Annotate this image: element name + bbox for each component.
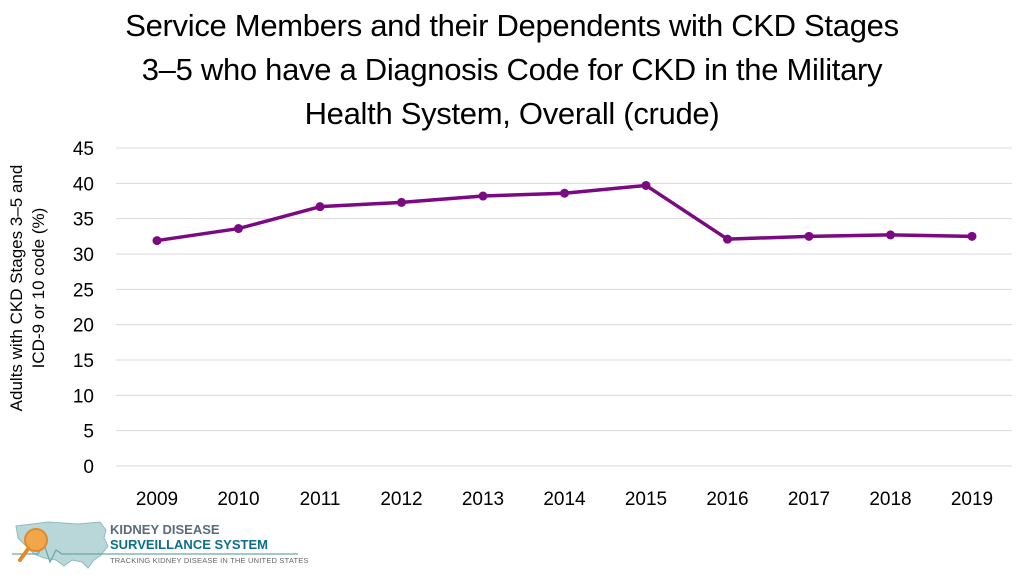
x-tick-label: 2010 [217, 489, 259, 510]
y-tick-label: 45 [73, 139, 94, 160]
data-point [723, 234, 732, 244]
y-tick-label: 15 [73, 351, 94, 372]
y-tick-label: 40 [73, 174, 94, 195]
pulse-line-icon [12, 542, 298, 564]
magnifier-lens-icon [24, 528, 48, 552]
x-tick-label: 2014 [543, 489, 586, 510]
chart-title-line-3: Health System, Overall (crude) [304, 96, 720, 131]
chart-title-line-2: 3–5 who have a Diagnosis Code for CKD in… [141, 52, 883, 87]
gridlines [116, 147, 1012, 467]
series-layer [152, 180, 977, 246]
x-tick-label: 2019 [951, 489, 993, 510]
data-point [315, 202, 325, 212]
logo-line-2: SURVEILLANCE SYSTEM [110, 537, 268, 552]
x-tick-label: 2015 [625, 489, 667, 510]
y-tick-label: 0 [83, 457, 94, 478]
y-tick-label: 10 [73, 386, 94, 407]
x-axis-ticks: 2009 2010 2011 2012 2013 2014 2015 2016 2017 2018… [136, 489, 993, 510]
x-tick-label: 2012 [380, 489, 422, 510]
y-tick-label: 25 [73, 280, 94, 301]
data-point [152, 236, 162, 246]
data-point [886, 230, 895, 240]
x-tick-label: 2016 [706, 489, 748, 510]
logo-line-1: KIDNEY DISEASE [110, 522, 220, 537]
data-point [397, 197, 406, 207]
kidney-disease-surveillance-logo [12, 521, 298, 569]
chart-title: Service Members and their Dependents wit… [62, 4, 962, 136]
y-tick-label: 5 [83, 422, 94, 443]
data-point [967, 231, 977, 241]
logo-text: KIDNEY DISEASE SURVEILLANCE SYSTEM TRACK… [110, 523, 309, 567]
x-tick-label: 2017 [788, 489, 830, 510]
data-point [560, 188, 569, 198]
data-point [641, 180, 651, 190]
y-tick-label: 35 [73, 210, 94, 231]
magnifier-handle-icon [18, 547, 30, 562]
data-point [478, 191, 488, 201]
x-tick-label: 2009 [136, 489, 178, 510]
logo-line-3: TRACKING KIDNEY DISEASE IN THE UNITED ST… [110, 556, 309, 565]
x-tick-label: 2018 [869, 489, 911, 510]
y-axis-ticks: 0 5 10 15 20 25 30 35 40 45 [73, 139, 94, 478]
y-tick-label: 30 [73, 245, 94, 266]
data-point [234, 224, 243, 234]
x-tick-label: 2011 [300, 489, 341, 510]
x-tick-label: 2013 [462, 489, 504, 510]
y-tick-label: 20 [73, 316, 94, 337]
data-point [804, 231, 814, 241]
chart-title-line-1: Service Members and their Dependents wit… [125, 8, 899, 43]
